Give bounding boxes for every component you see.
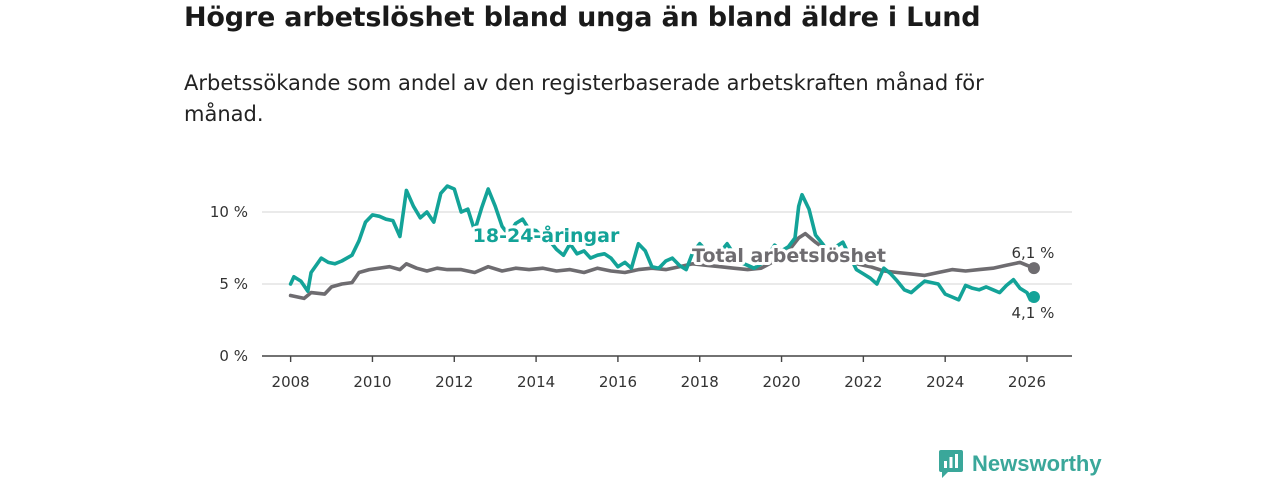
x-tick-label: 2012	[435, 373, 473, 391]
end-point-total	[1028, 262, 1040, 274]
line-chart: 0 % 5 % 10 % 2008 2010 2012 2014 2016 2018 2020 20…	[0, 0, 1280, 440]
y-tick-label: 0 %	[219, 347, 248, 365]
x-tick-label: 2008	[272, 373, 310, 391]
y-tick-label: 10 %	[210, 203, 248, 221]
x-tick-label: 2020	[762, 373, 800, 391]
x-tick-label: 2010	[353, 373, 391, 391]
newsworthy-brand[interactable]: Newsworthy	[938, 449, 1102, 479]
x-tick-label: 2016	[599, 373, 637, 391]
series-label-total: Total arbetslöshet	[692, 245, 886, 267]
series-line-18-24	[291, 186, 1034, 300]
end-point-18-24	[1028, 291, 1040, 303]
x-tick-label: 2018	[681, 373, 719, 391]
end-label-total: 6,1 %	[1012, 244, 1055, 262]
series-label-18-24: 18-24-åringar	[473, 223, 620, 247]
newsworthy-logo-icon	[938, 449, 964, 479]
x-tick-label: 2024	[926, 373, 964, 391]
brand-name: Newsworthy	[972, 451, 1102, 477]
y-tick-label: 5 %	[219, 275, 248, 293]
x-tick-label: 2014	[517, 373, 555, 391]
end-label-18-24: 4,1 %	[1012, 304, 1055, 322]
x-tick-label: 2022	[844, 373, 882, 391]
x-tick-label: 2026	[1008, 373, 1046, 391]
